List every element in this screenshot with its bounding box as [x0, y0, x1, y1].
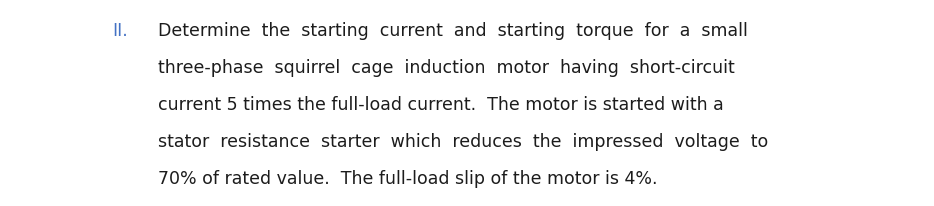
Text: current 5 times the full-load current.  The motor is started with a: current 5 times the full-load current. T…	[158, 96, 724, 114]
Text: Determine  the  starting  current  and  starting  torque  for  a  small: Determine the starting current and start…	[158, 22, 748, 40]
Text: stator  resistance  starter  which  reduces  the  impressed  voltage  to: stator resistance starter which reduces …	[158, 132, 769, 150]
Text: II.: II.	[112, 22, 128, 40]
Text: three-phase  squirrel  cage  induction  motor  having  short-circuit: three-phase squirrel cage induction moto…	[158, 59, 735, 77]
Text: 70% of rated value.  The full-load slip of the motor is 4%.: 70% of rated value. The full-load slip o…	[158, 169, 658, 187]
